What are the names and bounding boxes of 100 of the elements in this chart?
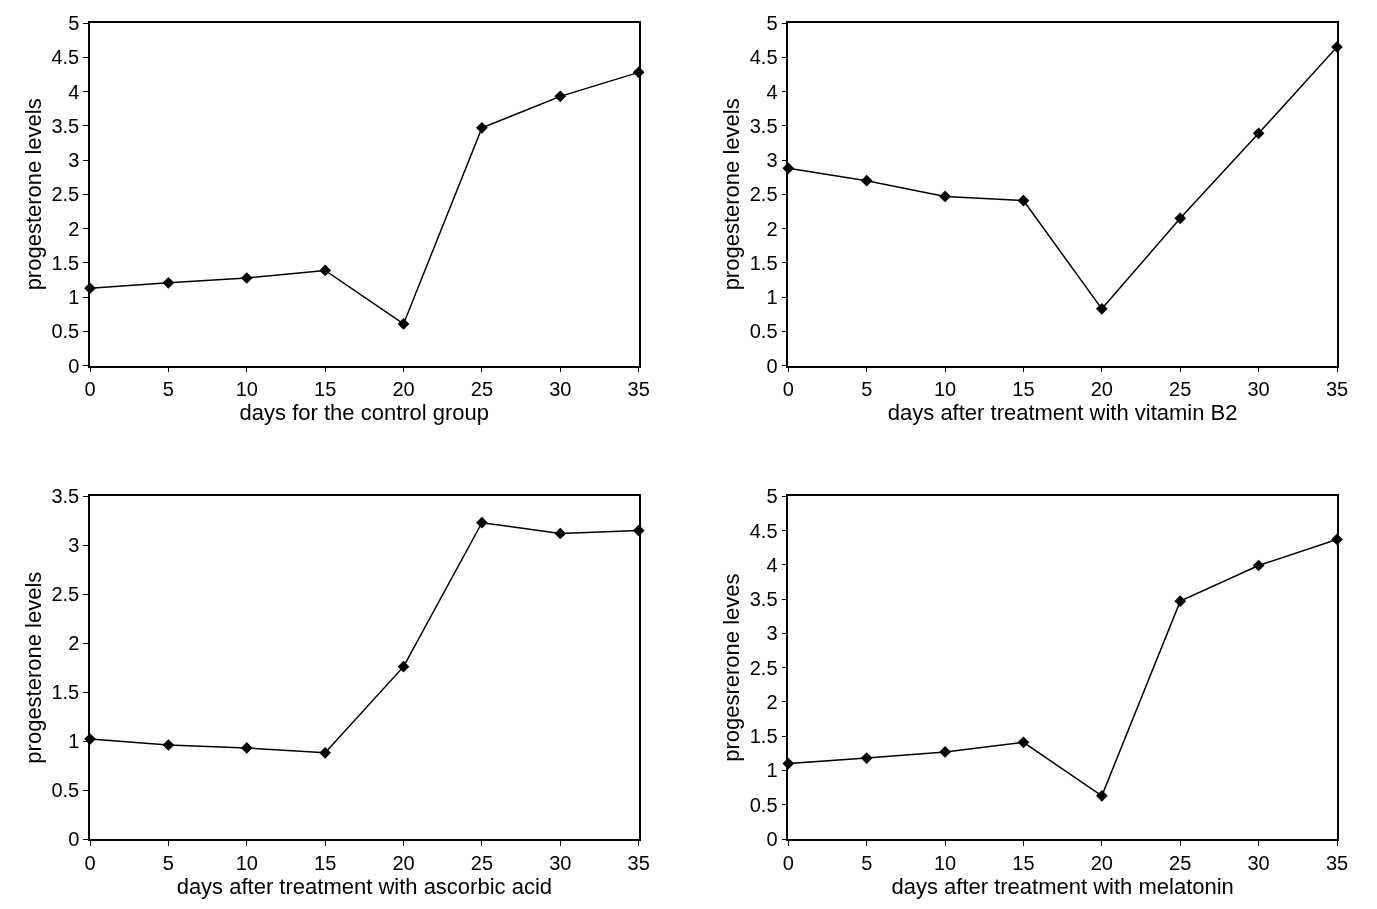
y-tick-label: 4.5 — [749, 519, 778, 542]
x-tick-label: 10 — [235, 378, 258, 401]
y-tick-label: 2 — [766, 690, 778, 713]
x-tick-label: 30 — [549, 851, 572, 874]
point — [1096, 789, 1108, 802]
y-tick-label: 0.5 — [51, 320, 80, 343]
x-axis-title: days after treatment with melatonin — [891, 873, 1234, 899]
x-tick-label: 35 — [627, 851, 650, 874]
x-tick-label: 20 — [392, 378, 415, 401]
y-tick-label: 2 — [68, 217, 80, 240]
point — [240, 272, 253, 284]
x-tick-label: 20 — [392, 851, 415, 874]
point — [1174, 212, 1187, 225]
y-tick-label: 3.5 — [51, 485, 80, 508]
x-axis-title: days after treatment with vitamin B2 — [887, 400, 1238, 426]
y-tick-label: 1 — [766, 759, 778, 782]
x-tick-label: 0 — [782, 378, 794, 401]
y-axis-title: progesterone levels — [20, 571, 46, 764]
x-tick-label: 30 — [549, 378, 572, 401]
y-tick-label: 5 — [68, 12, 80, 34]
point — [162, 739, 175, 751]
y-tick-label: 2 — [766, 217, 778, 240]
x-tick-label: 5 — [162, 851, 174, 874]
y-tick-label: 1.5 — [51, 251, 80, 274]
y-tick-label: 0.5 — [749, 320, 778, 343]
point — [860, 174, 873, 187]
y-tick-label: 4.5 — [51, 46, 80, 69]
y-tick-label: 2.5 — [51, 183, 80, 206]
y-tick-label: 4 — [68, 80, 80, 103]
y-tick-label: 2.5 — [749, 183, 778, 206]
y-tick-label: 1 — [68, 286, 80, 309]
point — [1252, 127, 1265, 140]
x-tick-label: 10 — [933, 378, 957, 401]
x-tick-label: 10 — [933, 851, 957, 874]
y-tick-label: 4.5 — [749, 46, 778, 69]
y-tick-label: 1.5 — [749, 251, 778, 274]
x-axis-title: days for the control group — [239, 400, 490, 426]
x-tick-label: 10 — [235, 851, 258, 874]
y-tick-label: 1 — [68, 730, 80, 753]
point — [319, 264, 331, 277]
point — [476, 122, 488, 134]
x-tick-label: 30 — [1247, 851, 1270, 874]
x-tick-label: 25 — [1169, 851, 1192, 874]
point — [1174, 595, 1187, 607]
x-tick-label: 25 — [470, 378, 494, 401]
x-tick-label: 5 — [861, 378, 873, 401]
point — [860, 752, 873, 764]
point — [397, 318, 410, 330]
y-tick-label: 3 — [68, 534, 80, 557]
point — [939, 190, 951, 203]
point — [240, 742, 253, 754]
x-tick-label: 0 — [84, 378, 96, 401]
point — [319, 746, 331, 759]
y-tick-label: 0 — [766, 354, 778, 377]
y-tick-label: 4 — [766, 553, 778, 576]
point — [554, 90, 567, 103]
point — [554, 527, 567, 540]
y-tick-label: 5 — [766, 485, 778, 508]
x-tick-label: 35 — [1325, 378, 1349, 401]
y-tick-label: 0.5 — [51, 779, 80, 802]
point — [1096, 302, 1108, 315]
y-tick-label: 1 — [766, 286, 778, 309]
y-tick-label: 1.5 — [749, 725, 778, 748]
x-tick-label: 15 — [1012, 378, 1035, 401]
y-tick-label: 0.5 — [749, 793, 778, 816]
y-tick-label: 5 — [766, 12, 778, 34]
y-tick-label: 0 — [68, 354, 80, 377]
x-axis-title: days after treatment with ascorbic acid — [176, 873, 553, 899]
point — [476, 516, 488, 529]
y-tick-label: 3 — [68, 149, 80, 172]
x-tick-label: 0 — [782, 851, 794, 874]
point — [397, 660, 410, 673]
y-tick-label: 0 — [68, 828, 80, 850]
x-tick-label: 25 — [470, 851, 494, 874]
x-tick-label: 0 — [84, 851, 96, 874]
point — [162, 276, 175, 289]
x-tick-label: 15 — [314, 378, 337, 401]
y-tick-label: 3 — [766, 149, 778, 172]
point — [1017, 736, 1030, 749]
y-tick-label: 3.5 — [749, 114, 778, 137]
x-tick-label: 20 — [1090, 851, 1113, 874]
x-tick-label: 15 — [1012, 851, 1035, 874]
point — [1017, 194, 1030, 207]
y-tick-label: 0 — [766, 828, 778, 850]
x-tick-label: 25 — [1169, 378, 1192, 401]
x-tick-label: 20 — [1090, 378, 1113, 401]
x-tick-label: 5 — [861, 851, 873, 874]
x-tick-label: 35 — [627, 378, 650, 401]
y-tick-label: 3.5 — [749, 588, 778, 611]
y-axis-title: progesterone levels — [719, 98, 745, 291]
x-tick-label: 5 — [162, 378, 174, 401]
y-tick-label: 2.5 — [749, 656, 778, 679]
y-tick-label: 1.5 — [51, 681, 80, 704]
x-tick-label: 15 — [314, 851, 337, 874]
y-axis-title: progesrerone leves — [719, 573, 745, 762]
x-tick-label: 30 — [1247, 378, 1270, 401]
y-tick-label: 2 — [68, 632, 80, 655]
y-tick-label: 3.5 — [51, 114, 80, 137]
y-tick-label: 4 — [766, 80, 778, 103]
x-tick-label: 35 — [1325, 851, 1349, 874]
